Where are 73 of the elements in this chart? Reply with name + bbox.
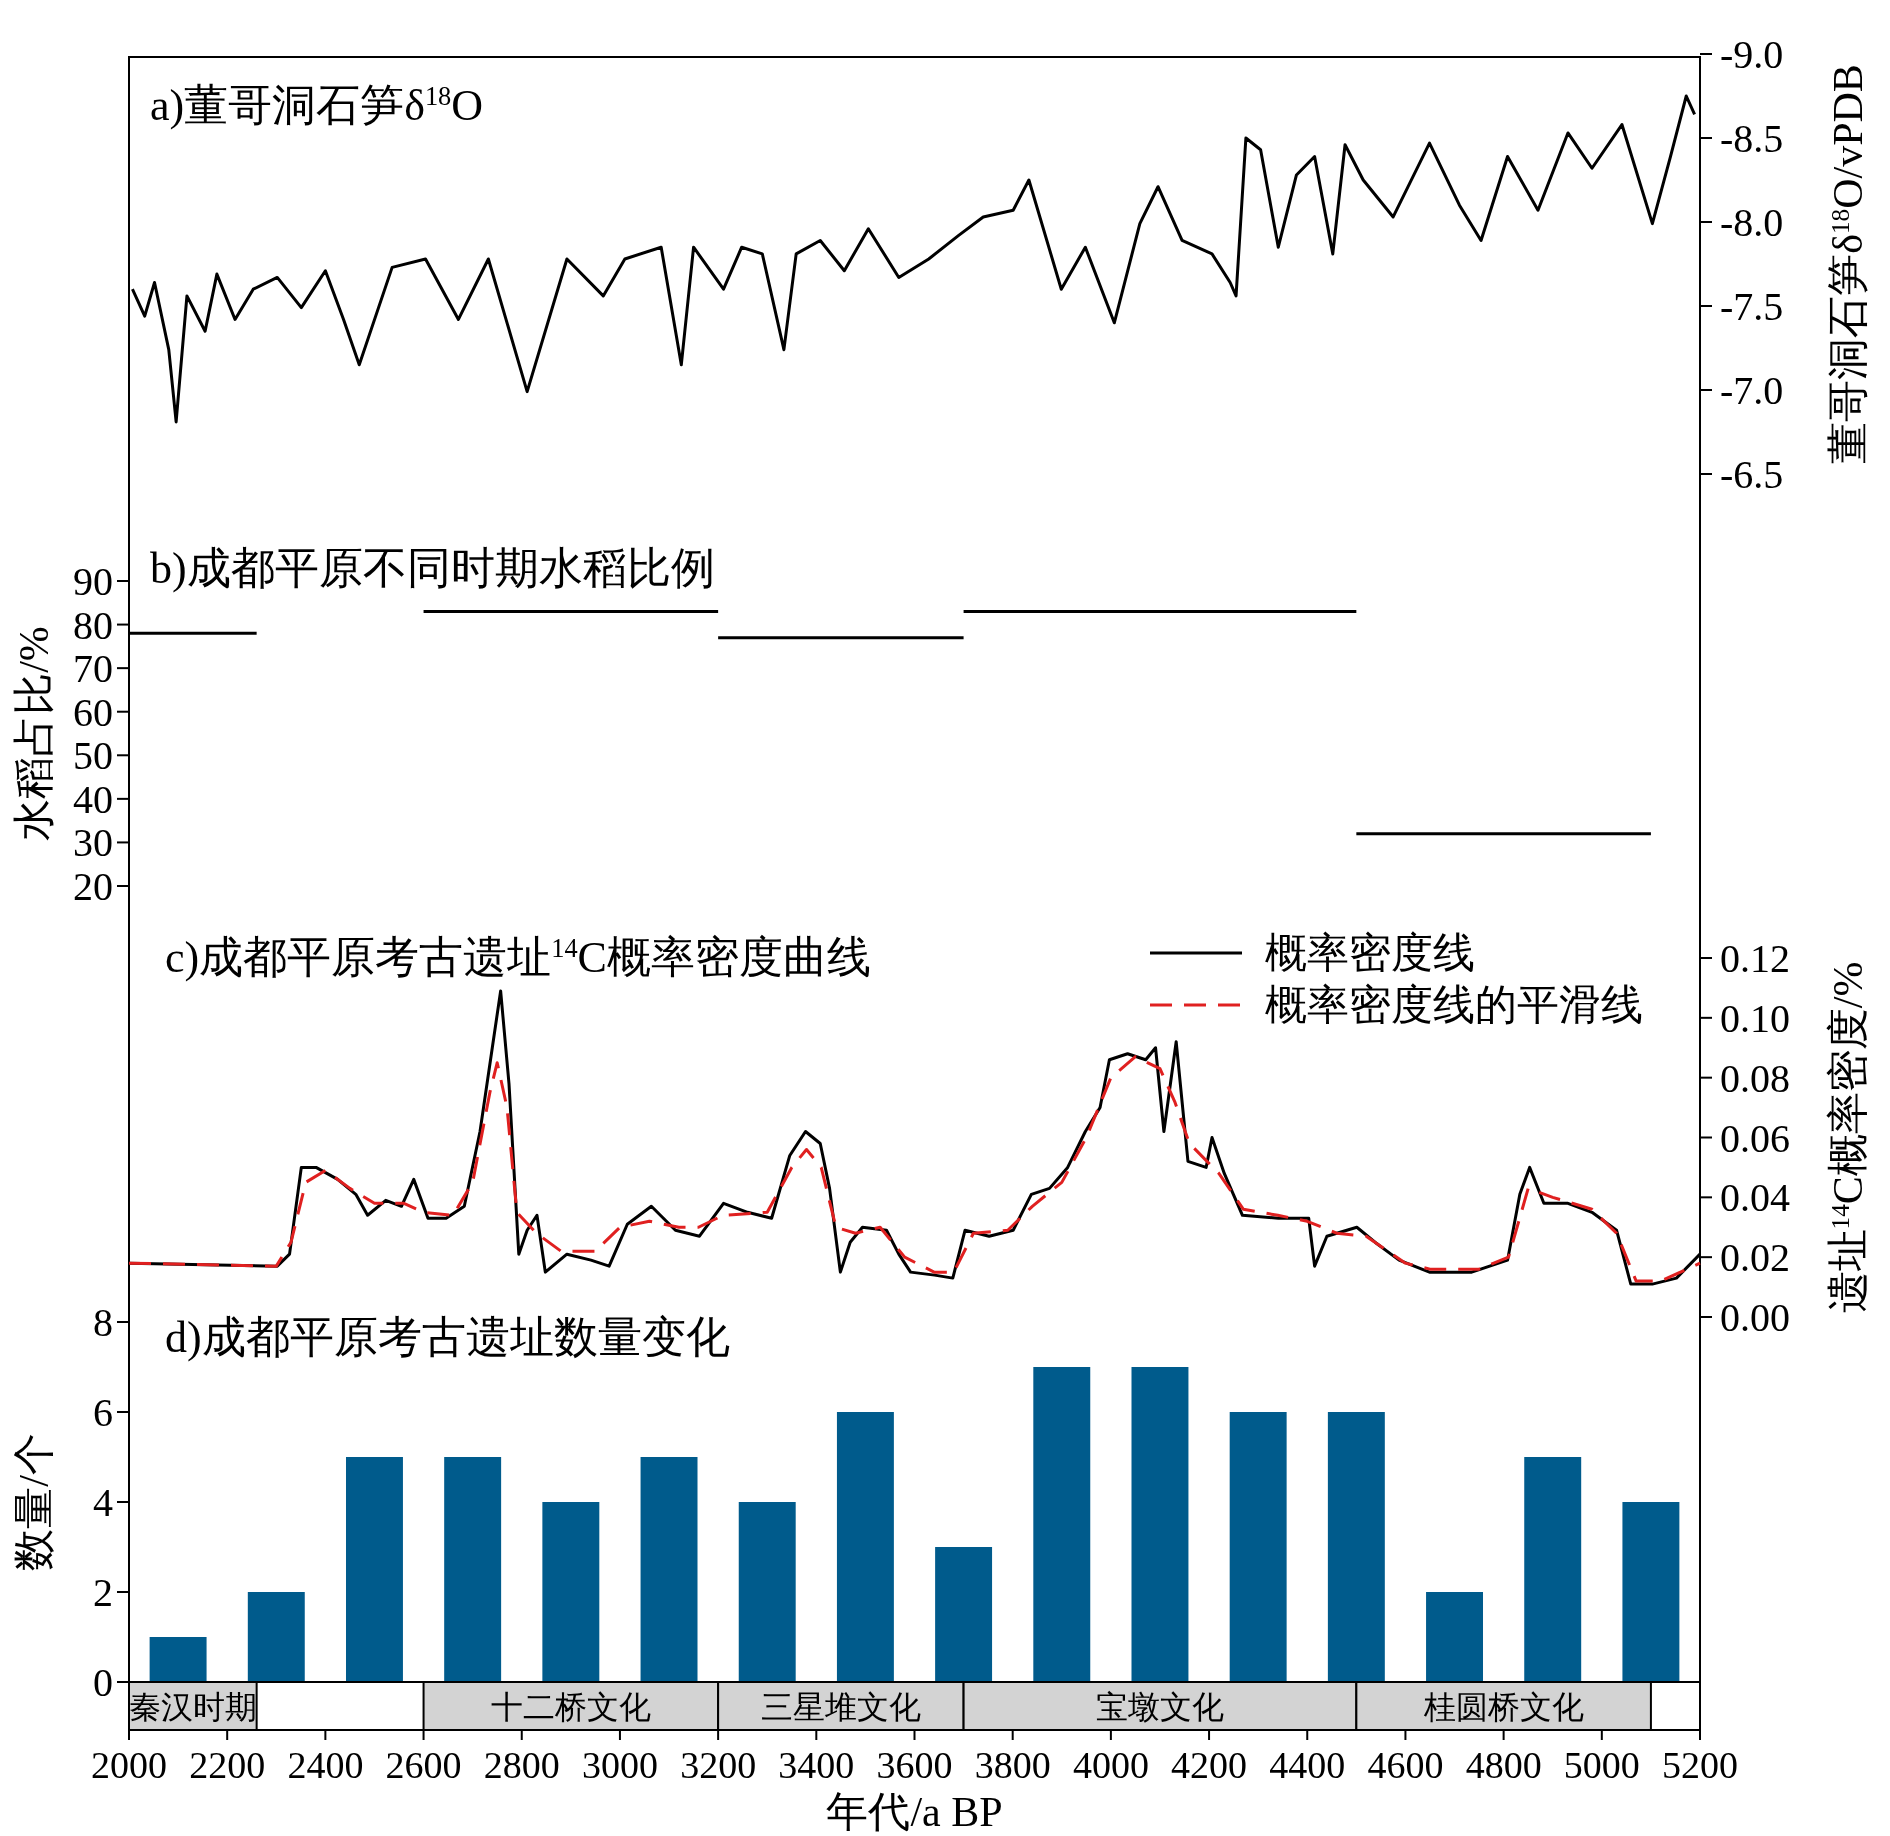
y-tick-label: 50 — [73, 733, 113, 779]
y-tick-label: 60 — [73, 689, 113, 735]
bar — [542, 1502, 600, 1682]
x-tick-label: 3600 — [876, 1744, 953, 1786]
bar — [1229, 1412, 1287, 1682]
y-tick-label: 70 — [73, 646, 113, 692]
x-tick-label: 2600 — [385, 1744, 462, 1786]
legend-label: 概率密度线 — [1265, 930, 1475, 976]
y-tick-label: 80 — [73, 602, 113, 648]
x-tick-label: 5000 — [1563, 1744, 1640, 1786]
series-label: 十二桥文化 — [490, 1689, 651, 1725]
x-tick-label: 2000 — [91, 1744, 167, 1786]
x-tick-label: 2800 — [483, 1744, 560, 1786]
chart-title: c)成都平原考古遗址$^{14}$C概率密度曲线 — [165, 933, 871, 982]
text: a)董哥洞石笋δ$^{18}$O — [150, 81, 484, 130]
x-tick-label: 3200 — [680, 1744, 757, 1786]
y-tick-label: 0.10 — [1720, 995, 1790, 1041]
bar — [738, 1502, 796, 1682]
y-tick-label: 0.00 — [1720, 1295, 1790, 1340]
legend-label: 概率密度线的平滑线 — [1265, 982, 1643, 1028]
y-tick-label: 90 — [73, 559, 113, 604]
series-label: 宝墩文化 — [1095, 1689, 1224, 1725]
y-tick-label: 0 — [93, 1660, 113, 1705]
x-tick-label: 2400 — [287, 1744, 364, 1786]
y-tick-label: 20 — [73, 864, 113, 909]
y-tick-label: 4 — [93, 1480, 113, 1525]
bar — [640, 1457, 698, 1682]
y-tick-label: -8.5 — [1720, 116, 1784, 161]
x-tick-label: 4600 — [1367, 1744, 1444, 1786]
bar — [836, 1412, 894, 1682]
x-tick-label: 4800 — [1465, 1744, 1542, 1786]
x-tick-label: 4200 — [1171, 1744, 1248, 1786]
bar — [1622, 1502, 1680, 1682]
series-label: 三星堆文化 — [760, 1689, 921, 1725]
x-tick-label: 3800 — [974, 1744, 1051, 1786]
bar — [935, 1547, 993, 1682]
y-tick-label: 6 — [93, 1390, 113, 1435]
bar — [247, 1592, 305, 1682]
y-tick-label: 0.08 — [1720, 1055, 1790, 1101]
x-tick-label: 5200 — [1662, 1744, 1738, 1786]
series-label: 秦汉时期 — [128, 1689, 257, 1725]
y-tick-label: -7.0 — [1720, 368, 1784, 413]
y-tick-label: 0.12 — [1720, 936, 1790, 981]
y-axis-title: 水稻占比/% — [11, 626, 57, 841]
x-tick-label: 4000 — [1072, 1744, 1149, 1786]
y-tick-label: -8.0 — [1720, 200, 1784, 245]
chart-title: b)成都平原不同时期水稻比例 — [150, 544, 715, 593]
y-axis-title: 数量/个 — [11, 1433, 57, 1571]
bar — [1327, 1412, 1385, 1682]
x-tick-label: 2200 — [189, 1744, 266, 1786]
y-tick-label: 30 — [73, 820, 113, 866]
x-tick-label: 3000 — [581, 1744, 658, 1786]
bar — [345, 1457, 403, 1682]
x-axis-title: 年代/a BP — [826, 1789, 1003, 1835]
bar — [1426, 1592, 1484, 1682]
line-series — [127, 1055, 1702, 1283]
y-tick-label: -9.0 — [1720, 32, 1784, 77]
bar — [1524, 1457, 1582, 1682]
chart-title: d)成都平原考古遗址数量变化 — [165, 1313, 730, 1362]
bar — [1131, 1367, 1189, 1682]
y-tick-label: 2 — [93, 1570, 113, 1615]
y-tick-label: 8 — [93, 1300, 113, 1345]
bar — [444, 1457, 502, 1682]
y-tick-label: 40 — [73, 776, 113, 822]
y-tick-label: 0.02 — [1720, 1235, 1790, 1281]
y-tick-label: -7.5 — [1720, 284, 1784, 329]
x-tick-label: 4400 — [1269, 1744, 1346, 1786]
y-tick-label: -6.5 — [1720, 452, 1784, 497]
bar — [1033, 1367, 1091, 1682]
y-tick-label: 0.04 — [1720, 1175, 1790, 1221]
y-tick-label: 0.06 — [1720, 1115, 1790, 1161]
series-label: 桂圆桥文化 — [1422, 1689, 1584, 1725]
x-tick-label: 3400 — [778, 1744, 855, 1786]
